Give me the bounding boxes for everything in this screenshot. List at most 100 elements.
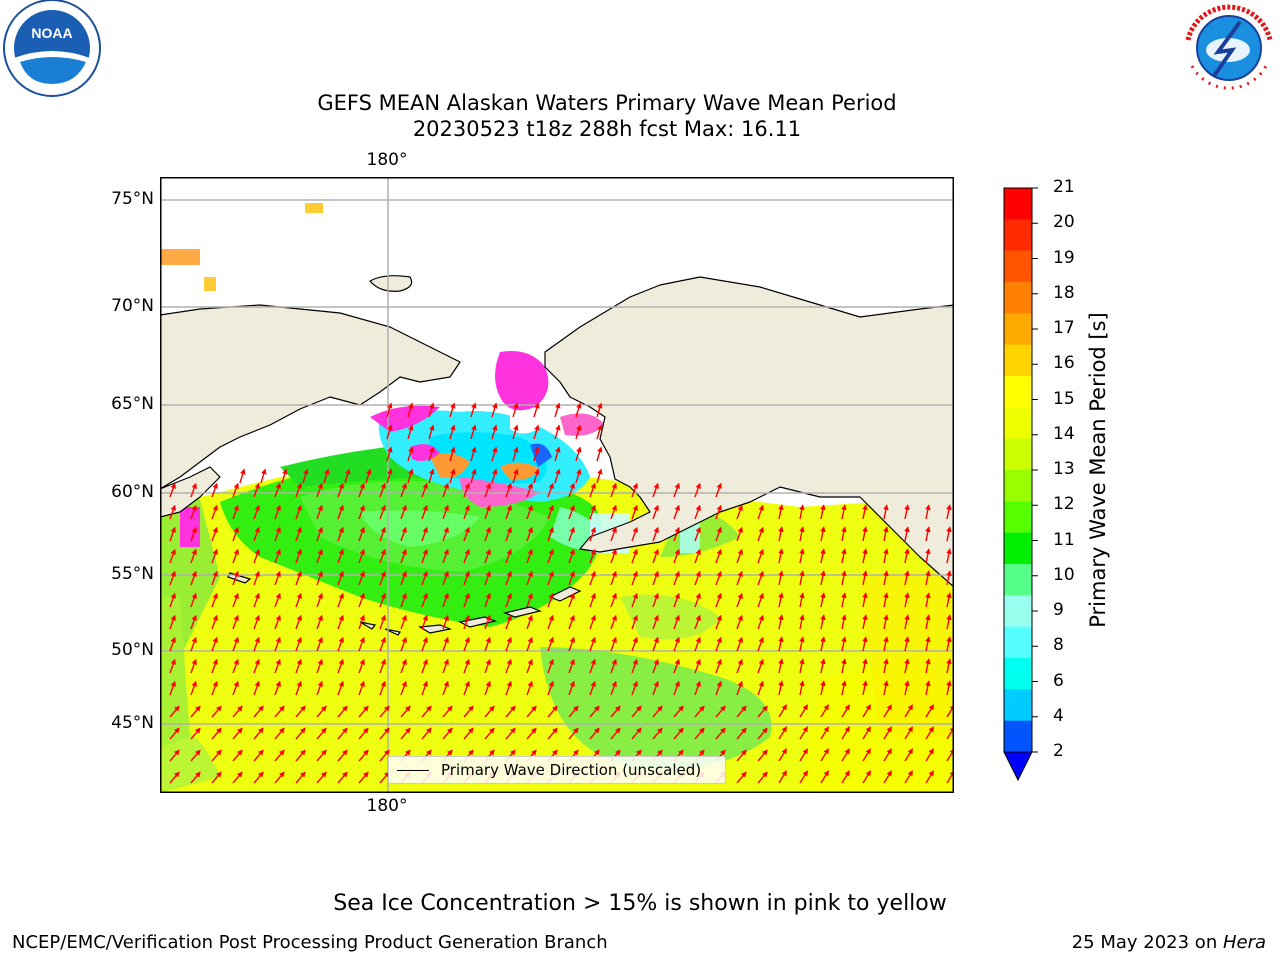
wave-direction-arrows: [169, 402, 954, 784]
wave-arrow: [526, 658, 533, 674]
wave-arrow: [652, 705, 663, 718]
wave-arrow: [568, 614, 575, 630]
wave-arrow: [589, 504, 596, 520]
wave-arrow: [253, 504, 260, 520]
wave-arrow: [358, 482, 365, 498]
wave-arrow: [421, 727, 432, 740]
wave-arrow: [169, 771, 180, 784]
wave-arrow: [673, 680, 680, 696]
wave-arrow: [169, 658, 176, 674]
wave-arrow: [253, 705, 264, 718]
wave-arrow: [316, 570, 323, 586]
wave-arrow: [232, 636, 239, 652]
wave-arrow: [337, 727, 348, 740]
wave-arrow: [694, 570, 701, 586]
wave-arrow: [337, 548, 344, 564]
wave-arrow: [358, 526, 365, 542]
wave-arrow: [316, 548, 323, 564]
footer-right: 25 May 2023 on Hera: [1072, 932, 1266, 953]
wave-arrow: [211, 482, 218, 498]
wave-arrow: [736, 636, 743, 652]
wave-arrow: [484, 548, 491, 564]
wave-arrow: [631, 614, 638, 630]
wave-arrow: [736, 658, 743, 674]
wave-arrow: [589, 592, 596, 608]
wave-arrow: [554, 424, 561, 440]
wave-arrow: [505, 592, 512, 608]
wave-arrow: [337, 771, 348, 784]
wave-arrow: [547, 658, 554, 674]
wave-arrow: [400, 548, 407, 564]
wave-arrow: [232, 548, 239, 564]
wave-arrow: [841, 704, 850, 718]
wave-arrow: [316, 749, 327, 762]
wave-arrow: [253, 636, 260, 652]
colorbar-tick-label: 19: [1053, 247, 1075, 268]
wave-arrow: [568, 526, 575, 542]
wave-arrow: [400, 526, 407, 542]
wave-arrow: [316, 680, 323, 696]
colorbar-tick-label: 18: [1053, 282, 1075, 303]
wave-arrow: [547, 727, 558, 740]
wave-arrow: [491, 402, 498, 418]
wave-arrow: [715, 570, 722, 586]
colorbar-swatch: [1004, 344, 1032, 377]
wave-arrow: [190, 570, 197, 586]
wave-arrow: [799, 570, 805, 586]
wave-arrow: [274, 614, 281, 630]
wave-arrow: [547, 680, 554, 696]
wave-arrow: [449, 402, 456, 418]
wave-arrow: [820, 592, 826, 608]
lat-label-60: 60°N: [111, 482, 154, 502]
colorbar-tick-label: 4: [1053, 705, 1064, 726]
wave-arrow: [428, 446, 435, 462]
wave-arrow: [316, 526, 323, 542]
wave-arrow: [295, 658, 302, 674]
map-frame: [160, 177, 954, 793]
wave-arrow: [799, 614, 805, 630]
wave-arrow: [820, 636, 826, 652]
wave-arrow: [211, 636, 218, 652]
wave-arrow: [568, 680, 575, 696]
wave-arrow: [673, 614, 680, 630]
wave-arrow: [862, 748, 871, 762]
wave-arrow: [799, 704, 808, 718]
wave-arrow: [589, 548, 596, 564]
colorbar-swatch: [1004, 658, 1032, 690]
wave-arrow: [463, 570, 470, 586]
wave-arrow: [610, 548, 617, 564]
wave-arrow: [631, 592, 638, 608]
wave-arrow: [379, 548, 386, 564]
wave-arrow: [295, 749, 306, 762]
wave-arrow: [295, 771, 306, 784]
wave-arrow: [337, 749, 348, 762]
wave-arrow: [631, 570, 638, 586]
graticule: [160, 177, 954, 793]
wave-arrow: [337, 482, 344, 498]
wave-arrow: [526, 705, 537, 718]
colorbar-label: Primary Wave Mean Period [s]: [1086, 312, 1110, 628]
wave-arrow: [421, 504, 428, 520]
wave-arrow: [274, 592, 281, 608]
wave-arrow: [463, 482, 470, 498]
wave-arrow: [925, 548, 931, 564]
wave-arrow: [274, 504, 281, 520]
wave-arrow: [463, 526, 470, 542]
wave-arrow: [694, 680, 701, 696]
wave-arrow: [673, 482, 680, 498]
wave-arrow: [400, 680, 407, 696]
wave-arrow: [694, 504, 701, 520]
wave-arrow: [421, 482, 428, 498]
wave-arrow: [757, 749, 768, 762]
wave-arrow: [757, 592, 764, 608]
wave-arrow: [589, 482, 596, 498]
wave-arrow: [694, 548, 701, 564]
wave-arrow: [512, 402, 519, 418]
wave-arrow: [820, 704, 829, 718]
map-legend: Primary Wave Direction (unscaled): [388, 756, 726, 784]
wave-arrow: [946, 680, 952, 696]
wave-arrow: [274, 705, 285, 718]
wave-arrow: [526, 526, 533, 542]
wave-arrow: [484, 614, 491, 630]
wave-arrow: [946, 658, 952, 674]
